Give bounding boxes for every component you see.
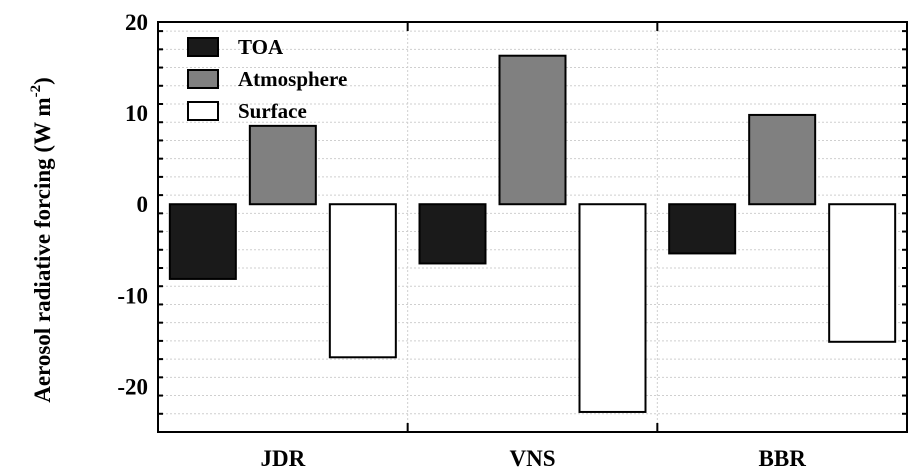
legend-label-toa: TOA bbox=[238, 35, 284, 59]
bar-jdr-atmosphere bbox=[248, 124, 317, 206]
y-axis-label-text: Aerosol radiative forcing (W m bbox=[30, 97, 55, 402]
legend-label-surface: Surface bbox=[238, 99, 307, 123]
y-axis-label-sup: -2 bbox=[28, 85, 44, 98]
y-tick-label: -20 bbox=[117, 374, 148, 399]
legend-label-atmosphere: Atmosphere bbox=[238, 67, 347, 91]
legend-swatch-surface bbox=[187, 101, 219, 121]
y-tick-label: 10 bbox=[125, 101, 148, 126]
x-tick-label: BBR bbox=[759, 446, 807, 471]
bar-bbr-atmosphere bbox=[748, 113, 817, 206]
bar-jdr-surface bbox=[328, 203, 397, 359]
axes bbox=[157, 21, 908, 433]
legend-swatch-toa bbox=[187, 37, 219, 57]
plot-frame bbox=[157, 21, 908, 433]
x-tick-label: VNS bbox=[509, 446, 555, 471]
legend-swatch-atmosphere bbox=[187, 69, 219, 89]
x-tick-labels: JDR VNS BBR bbox=[260, 446, 806, 471]
y-axis-label: Aerosol radiative forcing (W m-2) bbox=[28, 77, 55, 403]
bar-bbr-surface bbox=[828, 203, 897, 343]
bar-bbr-toa bbox=[668, 203, 737, 255]
y-tick-label: -10 bbox=[117, 283, 148, 308]
y-tick-label: 20 bbox=[125, 10, 148, 35]
y-tick-label: 0 bbox=[137, 192, 149, 217]
bar-vns-atmosphere bbox=[498, 54, 567, 206]
x-tick-label: JDR bbox=[260, 446, 305, 471]
bars bbox=[168, 54, 897, 413]
y-axis-label-close: ) bbox=[30, 77, 55, 85]
legend: TOA Atmosphere Surface bbox=[187, 35, 347, 123]
bar-jdr-toa bbox=[168, 203, 237, 280]
bar-vns-surface bbox=[578, 203, 647, 413]
bar-vns-toa bbox=[418, 203, 487, 265]
y-tick-labels: 20 10 0 -10 -20 bbox=[117, 10, 148, 399]
